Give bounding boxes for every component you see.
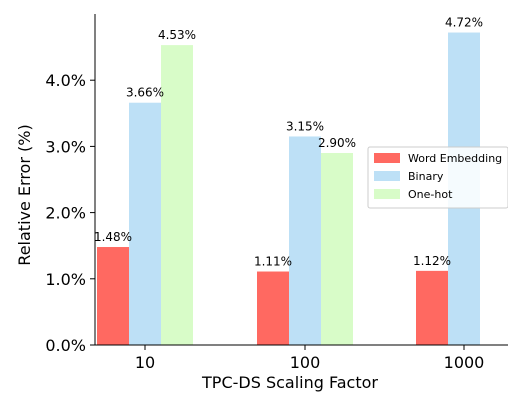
y-tick-label: 1.0%	[45, 270, 86, 289]
bar-binary-10	[129, 102, 161, 345]
y-tick-label: 2.0%	[45, 204, 86, 223]
y-tick-label: 4.0%	[45, 71, 86, 90]
legend-swatch	[374, 171, 400, 181]
bar-one-hot-100	[321, 153, 353, 345]
legend-swatch	[374, 153, 400, 163]
y-axis-title: Relative Error (%)	[15, 124, 34, 265]
ticks-group: 0.0% 1.0% 2.0% 3.0% 4.0% 10 100 1000	[45, 71, 484, 372]
bar-binary-100	[289, 136, 321, 345]
x-tick-label: 100	[290, 353, 321, 372]
bars-group	[97, 32, 480, 345]
data-labels-group: 1.48% 3.66% 4.53% 1.11% 3.15% 2.90% 1.12% 4.72%	[94, 16, 483, 269]
data-label: 1.12%	[413, 254, 451, 268]
bar-word-embedding-10	[97, 247, 129, 345]
data-label: 4.53%	[158, 28, 196, 42]
data-label: 1.48%	[94, 230, 132, 244]
bar-word-embedding-1000	[416, 270, 448, 345]
data-label: 2.90%	[318, 136, 356, 150]
y-tick-label: 3.0%	[45, 137, 86, 156]
data-label: 1.11%	[254, 255, 292, 269]
legend-box	[367, 146, 508, 209]
data-label: 3.66%	[126, 86, 164, 100]
x-tick-label: 10	[135, 353, 155, 372]
x-tick-label: 1000	[444, 353, 485, 372]
legend-label: Binary	[408, 170, 444, 183]
legend-label: Word Embedding	[408, 152, 502, 165]
data-label: 4.72%	[445, 16, 483, 30]
data-label: 3.15%	[286, 119, 324, 133]
y-tick-label: 0.0%	[45, 336, 86, 355]
bar-one-hot-10	[161, 45, 193, 345]
legend: Word Embedding Binary One-hot	[367, 146, 508, 209]
legend-swatch	[374, 189, 400, 199]
legend-label: One-hot	[408, 188, 453, 201]
bar-word-embedding-100	[257, 271, 289, 345]
axes-group	[94, 14, 508, 346]
x-axis-title: TPC-DS Scaling Factor	[201, 373, 378, 392]
